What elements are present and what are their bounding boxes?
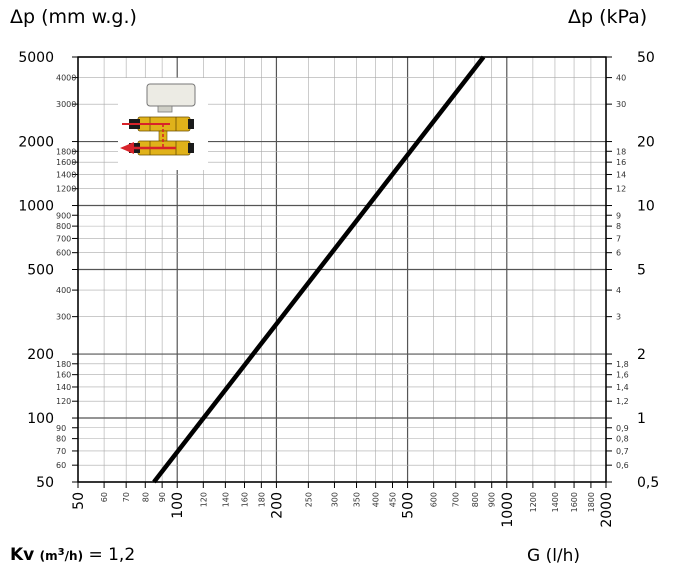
kv-unit-pre: (m xyxy=(39,549,58,563)
y2-tick-label: 0,5 xyxy=(637,475,659,491)
x-tick-label: 450 xyxy=(388,492,397,507)
y-tick-label: 1600 xyxy=(56,158,76,167)
y2-tick-label: 3 xyxy=(616,313,621,322)
y-tick-label: 1800 xyxy=(56,147,76,156)
x-tick-label: 70 xyxy=(122,492,131,502)
x-tick-label: 2000 xyxy=(599,492,615,528)
y-tick-label: 400 xyxy=(56,286,71,295)
x-tick-label: 100 xyxy=(170,492,186,519)
y2-tick-label: 1,2 xyxy=(616,397,629,406)
y2-tick-label: 6 xyxy=(616,249,621,258)
y-tick-label: 1200 xyxy=(56,185,76,194)
y-tick-label: 160 xyxy=(56,371,71,380)
x-tick-label: 120 xyxy=(199,492,208,507)
x-tick-label: 1000 xyxy=(500,492,516,528)
y-tick-label: 300 xyxy=(56,313,71,322)
y-tick-label: 140 xyxy=(56,383,71,392)
x-tick-label: 1800 xyxy=(587,492,596,512)
y-tick-label: 120 xyxy=(56,397,71,406)
x-tick-label: 500 xyxy=(401,492,417,519)
x-tick-label: 300 xyxy=(330,492,339,507)
plot-frame xyxy=(77,56,607,483)
x-tick-label: 90 xyxy=(158,492,167,502)
y-tick-label: 80 xyxy=(56,435,66,444)
x-tick-label: 80 xyxy=(141,492,150,502)
kv-unit-sup: 3 xyxy=(57,547,65,558)
x-tick-label: 160 xyxy=(240,492,249,507)
y-axis-left-title: Δp (mm w.g.) xyxy=(10,6,137,28)
x-tick-label: 600 xyxy=(430,492,439,507)
x-tick-label: 700 xyxy=(452,492,461,507)
y2-tick-label: 1 xyxy=(637,411,646,427)
y2-tick-label: 5 xyxy=(637,263,646,279)
y2-tick-label: 18 xyxy=(616,147,626,156)
y-tick-label: 50 xyxy=(36,475,54,491)
y-tick-label: 800 xyxy=(56,222,71,231)
y2-tick-label: 50 xyxy=(637,50,655,66)
y2-tick-label: 16 xyxy=(616,158,626,167)
tick-labels: 50 60 70 80 90 100 120 140 160 180 200 250 300 350 400… xyxy=(18,50,659,528)
y2-tick-label: 9 xyxy=(616,211,621,220)
y-tick-label: 600 xyxy=(56,249,71,258)
valve-actuator-icon xyxy=(118,78,208,170)
y-tick-label: 90 xyxy=(56,424,66,433)
y-tick-label: 60 xyxy=(56,461,66,470)
x-tick-label: 60 xyxy=(100,492,109,502)
kv-label: Kv (m3/h) = 1,2 xyxy=(10,545,135,565)
y-tick-label: 3000 xyxy=(56,100,76,109)
y-tick-label: 100 xyxy=(27,411,54,427)
y-tick-label: 5000 xyxy=(18,50,54,66)
y-tick-label: 500 xyxy=(27,263,54,279)
kv-unit: (m3/h) xyxy=(39,547,84,563)
y-tick-label: 4000 xyxy=(56,74,76,83)
y2-tick-label: 2 xyxy=(637,347,646,363)
series xyxy=(152,55,486,484)
series-line xyxy=(152,55,486,484)
kv-symbol: Kv xyxy=(10,545,35,565)
y2-tick-label: 4 xyxy=(616,286,621,295)
y-tick-label: 1000 xyxy=(18,199,54,215)
y-axis-right-title: Δp (kPa) xyxy=(568,6,648,28)
y-tick-label: 700 xyxy=(56,234,71,243)
x-tick-label: 350 xyxy=(353,492,362,507)
y-tick-label: 2000 xyxy=(18,135,54,151)
y2-tick-label: 7 xyxy=(616,234,621,243)
x-tick-label: 400 xyxy=(372,492,381,507)
x-tick-label: 1600 xyxy=(570,492,579,512)
y2-tick-label: 10 xyxy=(637,199,655,215)
y-tick-label: 70 xyxy=(56,447,66,456)
y2-tick-label: 0,6 xyxy=(616,461,629,470)
y2-tick-label: 8 xyxy=(616,222,621,231)
y2-tick-label: 1,6 xyxy=(616,371,629,380)
y2-tick-label: 14 xyxy=(616,170,626,179)
kv-unit-post: /h) xyxy=(64,549,84,563)
y-tick-label: 1400 xyxy=(56,170,76,179)
x-tick-label: 250 xyxy=(304,492,313,507)
x-tick-label: 1400 xyxy=(551,492,560,512)
y-tick-label: 200 xyxy=(27,347,54,363)
kv-value: = 1,2 xyxy=(88,545,136,565)
x-tick-label: 900 xyxy=(488,492,497,507)
x-tick-label: 200 xyxy=(269,492,285,519)
y2-tick-label: 30 xyxy=(616,100,626,109)
x-tick-label: 1200 xyxy=(529,492,538,512)
y2-tick-label: 1,8 xyxy=(616,360,629,369)
y2-tick-label: 1,4 xyxy=(616,383,629,392)
y2-tick-label: 12 xyxy=(616,185,626,194)
y-tick-label: 180 xyxy=(56,360,71,369)
x-axis-title: G (l/h) xyxy=(527,546,581,566)
y-tick-label: 900 xyxy=(56,211,71,220)
x-tick-label: 800 xyxy=(471,492,480,507)
x-tick-label: 180 xyxy=(257,492,266,507)
y2-tick-label: 0,8 xyxy=(616,435,629,444)
x-tick-label: 140 xyxy=(221,492,230,507)
y2-tick-label: 40 xyxy=(616,74,626,83)
x-tick-label: 50 xyxy=(71,492,87,510)
y2-tick-label: 0,7 xyxy=(616,447,629,456)
y2-tick-label: 0,9 xyxy=(616,424,629,433)
y2-tick-label: 20 xyxy=(637,135,655,151)
